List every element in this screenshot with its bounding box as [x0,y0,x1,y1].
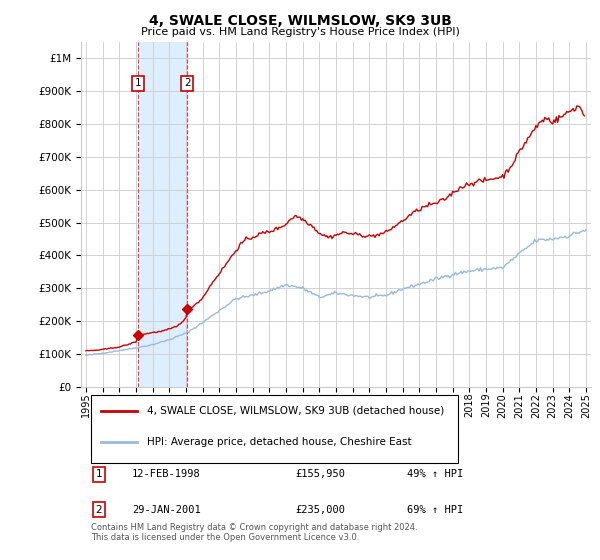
Text: £235,000: £235,000 [295,505,345,515]
Text: Contains HM Land Registry data © Crown copyright and database right 2024.
This d: Contains HM Land Registry data © Crown c… [91,523,418,542]
Text: Price paid vs. HM Land Registry's House Price Index (HPI): Price paid vs. HM Land Registry's House … [140,27,460,37]
Bar [138,42,187,386]
Text: 4, SWALE CLOSE, WILMSLOW, SK9 3UB: 4, SWALE CLOSE, WILMSLOW, SK9 3UB [149,14,451,28]
Text: 12-FEB-1998: 12-FEB-1998 [132,469,201,479]
Text: 2: 2 [184,78,191,88]
FancyBboxPatch shape [91,395,458,463]
Text: 29-JAN-2001: 29-JAN-2001 [132,505,201,515]
Text: HPI: Average price, detached house, Cheshire East: HPI: Average price, detached house, Ches… [148,437,412,447]
Text: 1: 1 [134,78,141,88]
Text: 69% ↑ HPI: 69% ↑ HPI [407,505,464,515]
Text: 2: 2 [95,505,102,515]
Text: £155,950: £155,950 [295,469,345,479]
Text: 49% ↑ HPI: 49% ↑ HPI [407,469,464,479]
Text: 4, SWALE CLOSE, WILMSLOW, SK9 3UB (detached house): 4, SWALE CLOSE, WILMSLOW, SK9 3UB (detac… [148,406,445,416]
Text: 1: 1 [95,469,102,479]
